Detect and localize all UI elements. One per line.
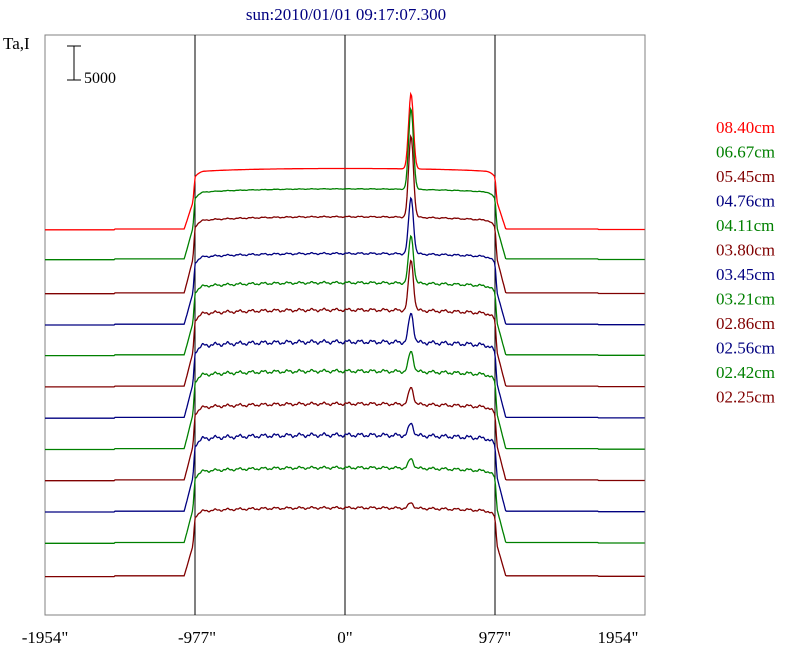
x-tick-label: 0" [337,628,352,647]
spectral-traces [45,91,645,578]
chart-title: sun:2010/01/01 09:17:07.300 [246,5,446,24]
trace-08-40cm [45,91,645,231]
scale-bar: 5000 [67,45,116,87]
trace-04-11cm [45,234,645,357]
trace-04-76cm [45,196,645,326]
legend-item: 03.21cm [716,290,775,309]
trace-03-45cm [45,312,645,419]
trace-06-67cm [45,106,645,261]
legend: 08.40cm 06.67cm 05.45cm 04.76cm 04.11cm 03.80… [716,118,775,407]
legend-item: 02.25cm [716,388,775,407]
legend-item: 02.42cm [716,363,775,382]
legend-item: 03.80cm [716,241,775,260]
trace-02-25cm [45,502,645,578]
trace-02-86cm [45,386,645,482]
trace-02-56cm [45,422,645,513]
x-tick-labels: -1954" -977" 0" 977" 1954" [22,628,639,647]
x-tick-label: -1954" [22,628,69,647]
x-tick-label: -977" [178,628,216,647]
x-tick-label: 1954" [598,628,639,647]
legend-item: 02.86cm [716,314,775,333]
trace-02-42cm [45,458,645,544]
limb-center-lines [194,35,496,615]
legend-item: 04.11cm [716,216,774,235]
y-axis-label: Ta,I [3,34,30,53]
x-tick-label: 977" [479,628,511,647]
legend-item: 02.56cm [716,339,775,358]
scale-bar-label: 5000 [84,70,116,87]
legend-item: 03.45cm [716,265,775,284]
legend-item: 05.45cm [716,167,775,186]
trace-05-45cm [45,133,645,295]
legend-item: 08.40cm [716,118,775,137]
legend-item: 06.67cm [716,143,775,162]
trace-03-80cm [45,259,645,388]
trace-03-21cm [45,350,645,451]
legend-item: 04.76cm [716,192,775,211]
